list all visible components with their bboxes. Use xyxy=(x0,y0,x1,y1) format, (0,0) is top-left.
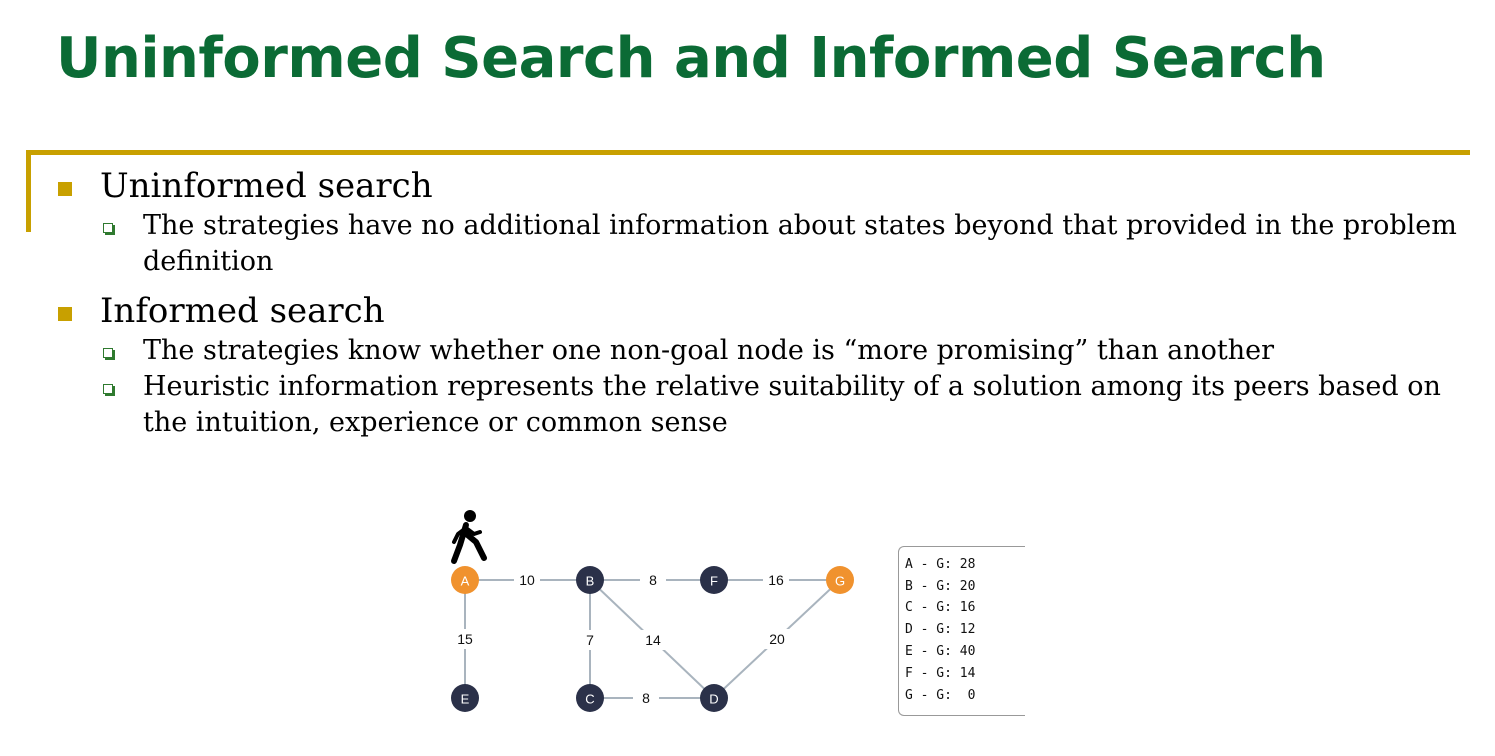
edge-weight-label: 14 xyxy=(645,632,661,648)
heuristic-row: D - G: 12 xyxy=(905,622,976,637)
square-bullet-icon xyxy=(58,182,72,196)
edge-label-background xyxy=(633,688,659,708)
edge-label-background xyxy=(764,629,790,649)
edge-weight-label: 16 xyxy=(768,572,784,588)
node-label: E xyxy=(461,692,470,707)
edge-label-background xyxy=(514,570,540,590)
edge-weight-label: 8 xyxy=(642,690,650,706)
graph-node-b: B xyxy=(576,566,604,594)
edge-weight-label: 7 xyxy=(586,632,594,648)
edge-label-background xyxy=(640,630,666,650)
graph-node-f: F xyxy=(700,566,728,594)
heuristic-row: B - G: 20 xyxy=(905,579,976,594)
node-circle xyxy=(451,684,479,712)
title-rule-horizontal xyxy=(26,150,1470,155)
node-label: G xyxy=(835,574,845,589)
node-label: A xyxy=(461,574,470,589)
bullet-informed-search: Informed search xyxy=(100,291,385,331)
node-label: F xyxy=(710,574,718,589)
node-circle xyxy=(576,566,604,594)
edge-label-background xyxy=(577,630,603,650)
graph-diagram: 10 8 16 15 7 14 8 20 A B F G E C D xyxy=(451,510,854,712)
heuristic-row: G - G: 0 xyxy=(905,688,976,703)
hollow-square-bullet-icon xyxy=(103,223,113,233)
heuristic-row: A - G: 28 xyxy=(905,557,976,572)
sub-bullet-uninformed: The strategies have no additional inform… xyxy=(143,210,1457,277)
graph-node-g: G xyxy=(826,566,854,594)
node-circle xyxy=(700,566,728,594)
title-rule-vertical xyxy=(26,150,31,232)
node-label: D xyxy=(709,692,718,707)
edge-weight-label: 8 xyxy=(649,572,657,588)
sub-bullet-informed-promising: The strategies know whether one non-goal… xyxy=(143,335,1275,366)
edge-weight-label: 10 xyxy=(519,572,535,588)
node-circle xyxy=(576,684,604,712)
node-circle xyxy=(451,566,479,594)
heuristic-row: E - G: 40 xyxy=(905,644,976,659)
heuristic-table: A - G: 28 B - G: 20 C - G: 16 D - G: 12 … xyxy=(898,546,1025,716)
bullet-uninformed-search: Uninformed search xyxy=(100,166,433,206)
heuristic-row: F - G: 14 xyxy=(905,666,976,681)
sub-bullet-informed-heuristic: Heuristic information represents the rel… xyxy=(143,371,1441,438)
graph-node-a: A xyxy=(451,566,479,594)
search-graph-figure: 10 8 16 15 7 14 8 20 A B F G E C D A - G: 28 B - G: 2… xyxy=(440,488,1030,738)
square-bullet-icon xyxy=(58,307,72,321)
person-walking-icon xyxy=(451,510,487,564)
graph-node-d: D xyxy=(700,684,728,712)
hollow-square-bullet-icon xyxy=(103,384,113,394)
slide-title: Uninformed Search and Informed Search xyxy=(56,26,1326,91)
edge-label-background xyxy=(763,570,789,590)
edge-weight-label: 20 xyxy=(769,631,785,647)
edge-weight-label: 15 xyxy=(457,631,473,647)
hollow-square-bullet-icon xyxy=(103,348,113,358)
edge-label-background xyxy=(640,570,666,590)
edge-label-background xyxy=(452,629,478,649)
graph-node-c: C xyxy=(576,684,604,712)
node-circle xyxy=(826,566,854,594)
graph-node-e: E xyxy=(451,684,479,712)
node-label: B xyxy=(586,574,595,589)
heuristic-row: C - G: 16 xyxy=(905,600,976,615)
node-circle xyxy=(700,684,728,712)
node-label: C xyxy=(585,692,594,707)
